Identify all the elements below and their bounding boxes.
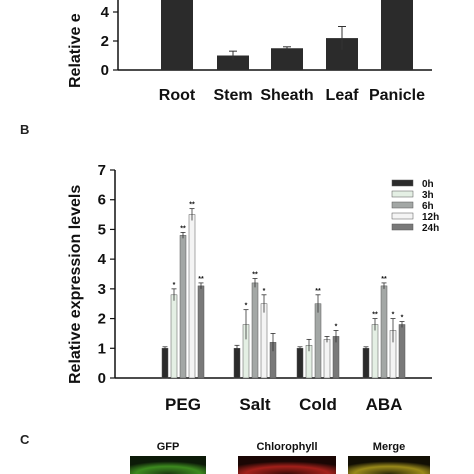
category-labels: Root Stem Sheath Leaf Panicle [159,87,425,104]
gfp-micrograph [130,456,206,474]
panel-letter-c: C [20,432,30,447]
significance-mark: * [335,323,338,330]
y-tick-label: 4 [98,251,107,268]
significance-mark: ** [372,312,378,319]
bar [271,48,303,70]
bar [324,339,330,378]
significance-mark: ** [252,271,258,278]
significance-mark: * [245,303,248,310]
category-label: ABA [366,395,403,414]
significance-mark: * [401,315,404,322]
y-tick-label: 3 [98,281,106,298]
merge-label: Merge [373,441,405,453]
chlorophyll-label: Chlorophyll [256,441,317,453]
bar [171,295,177,378]
legend-swatch [392,202,413,208]
category-label: Stem [213,87,252,104]
gfp-label: GFP [157,441,180,453]
y-tick-label: 2 [98,311,106,328]
bar [234,348,240,378]
legend-label: 24h [422,223,439,234]
bar [161,0,193,70]
significance-mark: ** [198,276,204,283]
y-ticks: 0 2 4 [101,4,118,79]
bar [381,0,413,70]
significance-mark: ** [315,288,321,295]
significance-mark: ** [189,202,195,209]
bar [399,325,405,378]
category-label: PEG [165,395,201,414]
bars [161,0,413,70]
legend-label: 0h [422,179,434,190]
bar [180,235,186,378]
significance-mark: ** [180,225,186,232]
category-label: Panicle [369,87,425,104]
legend-label: 6h [422,201,434,212]
legend-label: 12h [422,212,439,223]
category-labels: PEG Salt Cold ABA [165,395,402,414]
panel-c-micrographs: C GFP Chlorophyll Merge [20,432,430,474]
legend-swatch [392,224,413,230]
bar [372,325,378,378]
bar [315,304,321,378]
expression-chart-tissues: 0 2 4 Root Stem Sheath Leaf Panicle Relative e [67,0,432,104]
bar [297,348,303,378]
category-label: Salt [239,395,271,414]
bar [252,283,258,378]
bar [381,286,387,378]
y-tick-label: 2 [101,33,109,50]
bar [261,304,267,378]
category-label: Sheath [260,87,313,104]
y-tick-label: 0 [98,370,106,387]
y-tick-label: 0 [101,62,109,79]
legend-swatch [392,191,413,197]
y-axis-label: Relative e [67,13,84,88]
bar [333,336,339,378]
significance-mark: * [263,288,266,295]
y-tick-label: 4 [101,4,110,21]
legend-label: 3h [422,190,434,201]
y-axis-label: Relative expression levels [67,185,84,384]
bar [162,348,168,378]
chlorophyll-micrograph [238,456,336,474]
bar [198,286,204,378]
significance-mark: * [173,282,176,289]
y-tick-label: 5 [98,221,106,238]
bars: *********** ******** * [162,202,405,378]
y-tick-label: 7 [98,162,106,179]
bar [189,215,195,378]
legend-swatch [392,180,413,186]
bar [363,348,369,378]
y-ticks: 0 1 2 3 4 5 6 7 [98,162,115,387]
y-tick-label: 1 [98,340,106,357]
legend-swatch [392,213,413,219]
category-label: Leaf [326,87,360,104]
category-label: Root [159,87,196,104]
merge-micrograph [348,456,430,474]
panel-letter-b: B [20,122,29,137]
significance-mark: * [392,312,395,319]
category-label: Cold [299,395,337,414]
y-tick-label: 6 [98,192,106,209]
significance-mark: ** [381,276,387,283]
